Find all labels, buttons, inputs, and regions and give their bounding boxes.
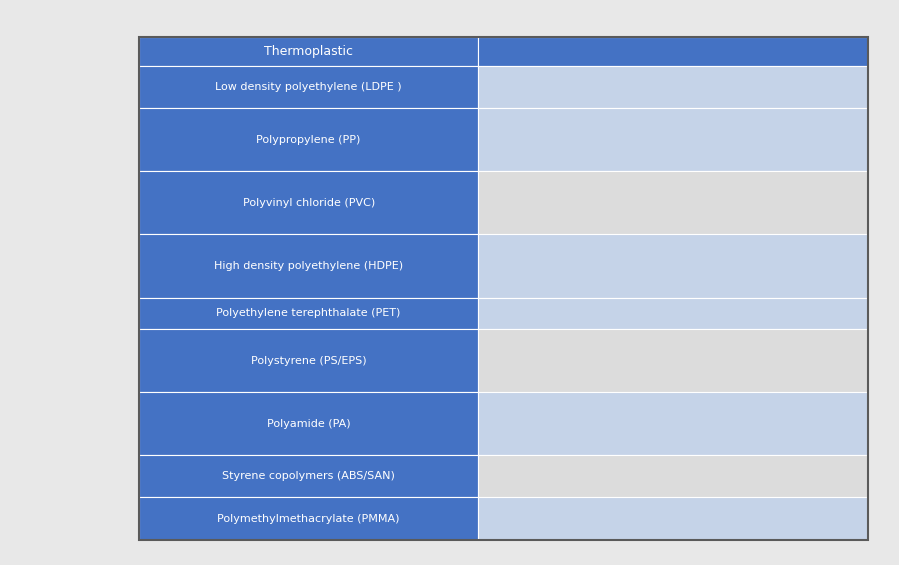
Bar [139, 498, 478, 540]
Bar [478, 108, 868, 171]
Bar [139, 455, 478, 498]
Bar [478, 234, 868, 298]
Text: Polyvinyl chloride (PVC): Polyvinyl chloride (PVC) [243, 198, 375, 208]
Text: Polystyrene (PS/EPS): Polystyrene (PS/EPS) [251, 356, 367, 366]
Bar [139, 37, 478, 66]
Text: Low density polyethylene (LDPE ): Low density polyethylene (LDPE ) [216, 82, 402, 92]
Bar [478, 37, 868, 66]
Text: Polypropylene (PP): Polypropylene (PP) [256, 135, 360, 145]
Bar [139, 171, 478, 234]
Bar [139, 108, 478, 171]
Bar [478, 455, 868, 498]
Text: Polymethylmethacrylate (PMMA): Polymethylmethacrylate (PMMA) [218, 514, 400, 524]
Bar [478, 171, 868, 234]
Text: Thermoplastic: Thermoplastic [264, 45, 353, 58]
Text: Styrene copolymers (ABS/SAN): Styrene copolymers (ABS/SAN) [222, 471, 395, 481]
Bar [478, 329, 868, 392]
Bar [139, 298, 478, 329]
Bar [139, 392, 478, 455]
Bar [478, 498, 868, 540]
Bar [139, 66, 478, 108]
Bar [139, 329, 478, 392]
Bar [139, 234, 478, 298]
Bar [478, 66, 868, 108]
Bar [478, 392, 868, 455]
Text: High density polyethylene (HDPE): High density polyethylene (HDPE) [214, 261, 404, 271]
Bar [139, 37, 868, 540]
Text: Polyamide (PA): Polyamide (PA) [267, 419, 351, 429]
Bar [478, 298, 868, 329]
Text: Polyethylene terephthalate (PET): Polyethylene terephthalate (PET) [217, 308, 401, 319]
